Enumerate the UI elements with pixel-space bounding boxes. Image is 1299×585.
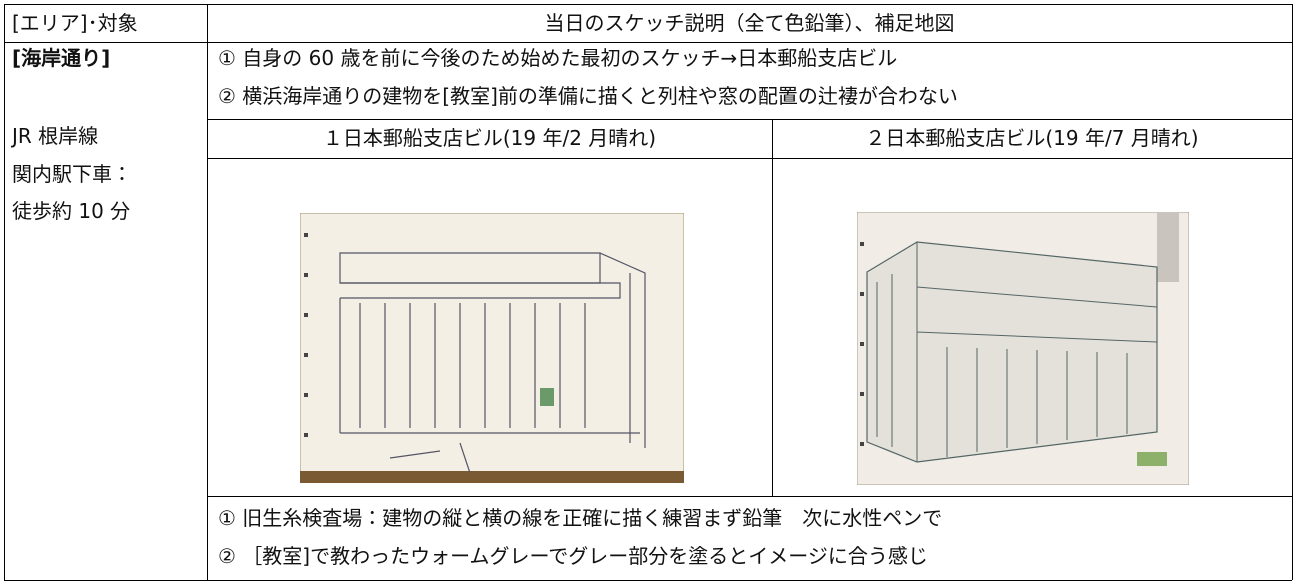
border bbox=[207, 158, 1292, 159]
border bbox=[207, 4, 208, 580]
sketch-image bbox=[857, 212, 1189, 485]
header-cell: [エリア]･対象 bbox=[12, 11, 138, 35]
sketch-image bbox=[300, 213, 684, 483]
border bbox=[207, 119, 1292, 120]
access-line: 関内駅下車： bbox=[12, 162, 132, 186]
note: ② 横浜海岸通りの建物を[教室]前の準備に描くと列柱や窓の配置の辻褄が合わない bbox=[218, 84, 958, 108]
note: ① 旧生糸検査場：建物の縦と横の線を正確に描く練習まず鉛筆 次に水性ペンで bbox=[218, 506, 943, 530]
note: ① 自身の 60 歳を前に今後のため始めた最初のスケッチ→日本郵船支店ビル bbox=[218, 46, 898, 70]
note: ② ［教室]で教わったウォームグレーでグレー部分を塗るとイメージに合う感じ bbox=[218, 544, 928, 568]
border bbox=[4, 580, 1292, 581]
border bbox=[1292, 4, 1293, 580]
access-line: 徒歩約 10 分 bbox=[12, 199, 131, 223]
caption: １日本郵船支店ビル(19 年/2 月晴れ) bbox=[322, 126, 657, 150]
border bbox=[4, 4, 1292, 5]
border bbox=[4, 42, 1292, 43]
access-line: JR 根岸線 bbox=[12, 124, 99, 148]
border bbox=[207, 496, 1292, 497]
caption: ２日本郵船支店ビル(19 年/7 月晴れ) bbox=[865, 126, 1199, 150]
header-cell: 当日のスケッチ説明（全て色鉛筆）、補足地図 bbox=[544, 11, 955, 35]
border bbox=[4, 4, 5, 580]
area-title: [海岸通り] bbox=[12, 46, 111, 70]
border bbox=[772, 119, 773, 496]
